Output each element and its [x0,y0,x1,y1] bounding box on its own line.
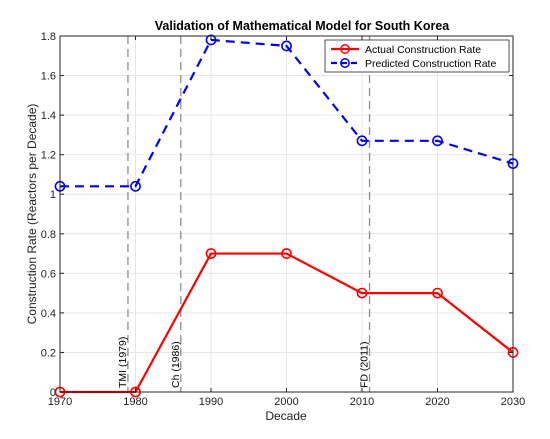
event-markers: TMI (1979) Ch (1986) FD (2011) [117,36,371,392]
legend-entry: Actual Construction Rate [365,44,481,56]
series-predicted [54,34,519,192]
data-point [432,135,443,147]
x-tick-label: 2010 [350,396,374,408]
series-line [60,38,514,188]
x-axis: 1970 1980 1990 2000 2010 2020 2030 [48,36,525,408]
y-tick-label: 0.2 [41,347,56,359]
data-point [205,248,217,259]
y-tick-label: 0.8 [41,229,56,241]
y-tick-label: 1.4 [41,110,56,122]
data-point [281,40,292,52]
x-tick-label: 1980 [123,396,147,408]
legend-box [324,39,510,73]
legend-swatch-marker [340,58,350,68]
event-label: Ch (1986) [170,341,182,388]
x-tick-label: 1970 [48,396,72,408]
chart-title: Validation of Mathematical Model for Sou… [155,19,451,33]
x-tick-label: 2030 [501,396,525,408]
y-tick-label: 0.6 [41,268,56,280]
data-point [356,287,368,299]
legend-entry: Predicted Construction Rate [365,58,496,70]
data-point [205,34,217,46]
data-point [432,287,443,299]
y-tick-label: 0.4 [41,308,56,320]
legend-swatch-marker [340,44,350,54]
x-tick-label: 1990 [199,396,223,408]
legend: Actual Construction Rate Predicted Constr… [324,39,510,73]
event-label: TMI (1979) [117,337,129,388]
y-axis: 0 0.2 0.4 0.6 0.8 1 1.2 1.4 1.6 1.8 [41,31,513,399]
y-tick-label: 1.6 [41,71,56,83]
y-axis-label: Construction Rate (Reactors per Decade) [25,104,39,325]
x-tick-label: 2020 [425,396,449,408]
data-point [281,248,292,259]
y-tick-label: 1.2 [41,150,56,162]
data-point [356,135,368,147]
y-tick-label: 1.8 [41,31,56,43]
x-axis-label: Decade [265,409,307,423]
y-tick-label: 0 [50,387,56,399]
event-label: FD (2011) [359,342,371,389]
x-tick-label: 2000 [274,396,298,408]
data-point [130,180,141,192]
y-tick-label: 1 [50,189,56,201]
